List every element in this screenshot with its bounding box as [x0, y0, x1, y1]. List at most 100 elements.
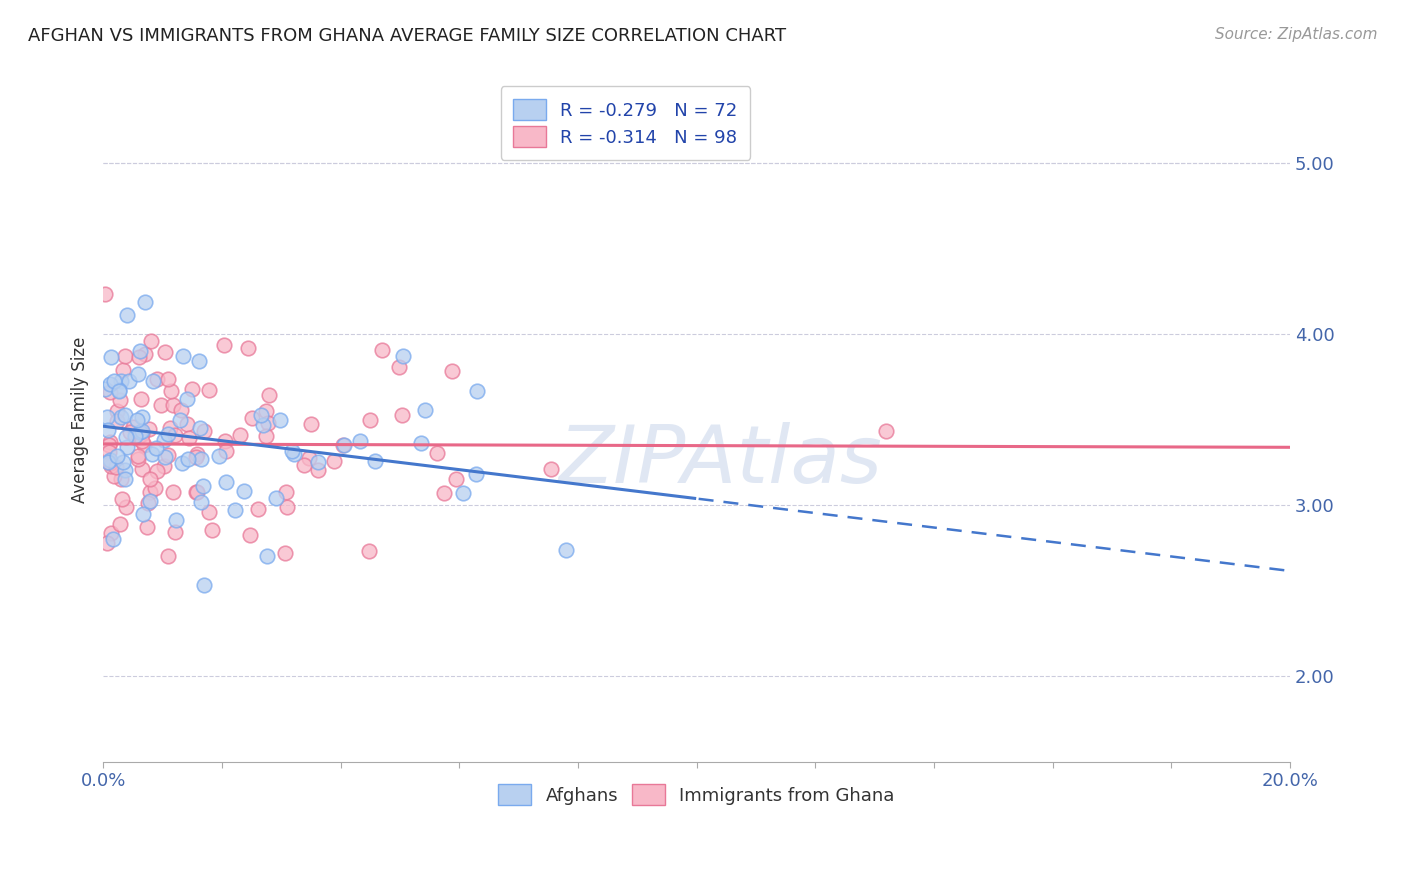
Point	[129, 392, 152, 406]
Text: Source: ZipAtlas.com: Source: ZipAtlas.com	[1215, 27, 1378, 42]
Point	[555, 543, 578, 558]
Point	[371, 343, 394, 357]
Point	[163, 525, 186, 540]
Legend: Afghans, Immigrants from Ghana: Afghans, Immigrants from Ghana	[489, 775, 904, 814]
Point	[177, 431, 200, 445]
Point	[124, 429, 146, 443]
Point	[186, 446, 208, 460]
Point	[103, 374, 125, 388]
Point	[129, 425, 152, 439]
Point	[359, 413, 381, 427]
Point	[110, 516, 132, 531]
Point	[98, 437, 121, 451]
Point	[332, 437, 354, 451]
Point	[190, 420, 212, 434]
Point	[214, 434, 236, 448]
Point	[128, 429, 150, 443]
Point	[98, 435, 121, 450]
Point	[465, 467, 488, 482]
Point	[105, 414, 128, 428]
Point	[160, 384, 183, 398]
Point	[131, 409, 153, 424]
Point	[247, 502, 270, 516]
Point	[162, 485, 184, 500]
Point	[364, 454, 387, 468]
Point	[391, 408, 413, 422]
Point	[240, 410, 263, 425]
Point	[190, 495, 212, 509]
Point	[426, 446, 449, 460]
Point	[134, 438, 156, 452]
Point	[446, 472, 468, 486]
Point	[143, 482, 166, 496]
Point	[114, 472, 136, 486]
Point	[125, 431, 148, 445]
Point	[157, 549, 180, 563]
Point	[100, 456, 122, 470]
Point	[176, 452, 198, 467]
Point	[108, 383, 131, 397]
Point	[103, 468, 125, 483]
Point	[131, 425, 153, 439]
Point	[98, 385, 121, 400]
Point	[875, 424, 897, 438]
Y-axis label: Average Family Size: Average Family Size	[72, 336, 89, 503]
Point	[145, 442, 167, 456]
Point	[97, 424, 120, 438]
Point	[149, 398, 172, 412]
Point	[413, 403, 436, 417]
Point	[349, 434, 371, 449]
Point	[110, 472, 132, 486]
Point	[165, 513, 187, 527]
Point	[98, 376, 121, 391]
Point	[101, 532, 124, 546]
Point	[264, 491, 287, 505]
Point	[297, 451, 319, 466]
Point	[131, 434, 153, 449]
Point	[256, 549, 278, 564]
Point	[108, 384, 131, 399]
Point	[307, 455, 329, 469]
Point	[115, 309, 138, 323]
Point	[153, 345, 176, 359]
Point	[100, 459, 122, 474]
Point	[188, 353, 211, 368]
Point	[224, 503, 246, 517]
Point	[100, 350, 122, 364]
Point	[208, 449, 231, 463]
Point	[100, 526, 122, 541]
Point	[391, 349, 413, 363]
Point	[283, 447, 305, 461]
Point	[105, 404, 128, 418]
Point	[441, 364, 464, 378]
Point	[193, 578, 215, 592]
Point	[190, 451, 212, 466]
Point	[257, 416, 280, 430]
Point	[127, 367, 149, 381]
Point	[172, 349, 194, 363]
Point	[259, 388, 281, 402]
Point	[254, 403, 277, 417]
Point	[121, 420, 143, 434]
Point	[307, 463, 329, 477]
Point	[136, 496, 159, 510]
Point	[105, 449, 128, 463]
Point	[276, 500, 298, 514]
Point	[409, 435, 432, 450]
Point	[104, 460, 127, 475]
Point	[114, 409, 136, 423]
Point	[250, 408, 273, 422]
Point	[152, 434, 174, 448]
Point	[127, 452, 149, 467]
Point	[97, 455, 120, 469]
Point	[114, 463, 136, 477]
Point	[215, 443, 238, 458]
Point	[141, 447, 163, 461]
Point	[294, 458, 316, 472]
Point	[176, 392, 198, 407]
Point	[467, 384, 489, 399]
Point	[112, 455, 135, 469]
Point	[114, 350, 136, 364]
Point	[252, 417, 274, 432]
Point	[388, 359, 411, 374]
